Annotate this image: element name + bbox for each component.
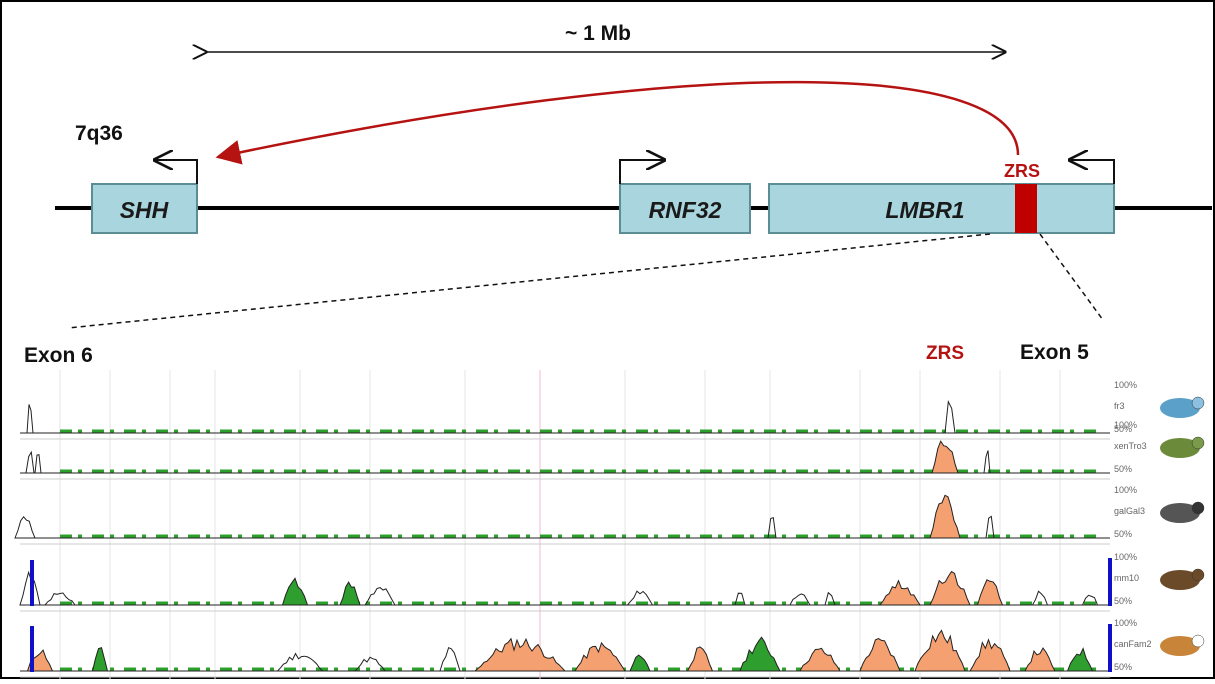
species-icon bbox=[1191, 634, 1205, 648]
tss-arrow bbox=[155, 160, 198, 184]
enhancer-label: ZRS bbox=[1004, 161, 1040, 181]
gene-label: SHH bbox=[120, 197, 169, 223]
conservation-peak bbox=[353, 656, 386, 672]
gene-label: RNF32 bbox=[649, 197, 722, 223]
enhancer-box bbox=[1015, 184, 1037, 233]
conservation-peak bbox=[789, 593, 811, 606]
conservation-peak bbox=[574, 641, 626, 672]
track-name: xenTro3 bbox=[1114, 441, 1147, 451]
track-bottom-label: 50% bbox=[1114, 464, 1132, 474]
conservation-peak bbox=[43, 592, 76, 606]
track-name: fr3 bbox=[1114, 401, 1125, 411]
track-top-label: 100% bbox=[1114, 380, 1137, 390]
track-top-label: 100% bbox=[1114, 420, 1137, 430]
exon-mark bbox=[1108, 558, 1112, 606]
zoom-label: Exon 6 bbox=[24, 344, 93, 367]
tracks: 100%fr350%100%xenTro350%100%galGal350%10… bbox=[14, 370, 1205, 679]
conservation-peak bbox=[439, 647, 461, 672]
species-icon bbox=[1160, 438, 1200, 458]
track-top-label: 100% bbox=[1114, 618, 1137, 628]
tss-arrow bbox=[619, 160, 664, 184]
conservation-peak bbox=[473, 637, 567, 672]
conservation-peak bbox=[914, 629, 966, 672]
conservation-peak bbox=[281, 577, 309, 606]
zoom-label: Exon 5 bbox=[1020, 341, 1089, 364]
track-bottom-label: 50% bbox=[1114, 529, 1132, 539]
conservation-peak bbox=[929, 570, 971, 606]
exon-mark bbox=[1108, 624, 1112, 672]
species-icon bbox=[1191, 568, 1205, 582]
zoom-line bbox=[67, 233, 991, 329]
conservation-peak bbox=[799, 647, 841, 672]
track-bottom-label: 50% bbox=[1114, 596, 1132, 606]
species-icon bbox=[1160, 636, 1200, 656]
gene-box bbox=[91, 183, 198, 234]
conservation-peak bbox=[931, 440, 959, 474]
conservation-peak bbox=[629, 654, 651, 672]
species-icon bbox=[1191, 436, 1205, 450]
species-icon bbox=[1191, 501, 1205, 515]
gene-label: LMBR1 bbox=[885, 197, 964, 223]
track-bottom-label: 50% bbox=[1114, 662, 1132, 672]
regulation-arrow bbox=[215, 80, 1020, 165]
track-name: mm10 bbox=[1114, 573, 1139, 583]
gene-box bbox=[619, 183, 751, 234]
species-icon bbox=[1160, 503, 1200, 523]
tss-arrow bbox=[1070, 160, 1115, 184]
species-icon bbox=[1191, 396, 1205, 410]
track-name: canFam2 bbox=[1114, 639, 1152, 649]
scale-label: ~ 1 Mb bbox=[565, 22, 631, 45]
conservation-peak bbox=[739, 636, 781, 672]
conservation-peak bbox=[969, 638, 1011, 672]
gene-box bbox=[768, 183, 1115, 234]
track-bottom-label: 50% bbox=[1114, 424, 1132, 434]
conservation-peak bbox=[878, 579, 921, 606]
conservation-peak bbox=[859, 638, 901, 672]
track-top-label: 100% bbox=[1114, 485, 1137, 495]
conservation-peak bbox=[364, 587, 396, 606]
conservation-peak bbox=[686, 646, 714, 672]
conservation-peak bbox=[929, 494, 961, 539]
locus-label: 7q36 bbox=[75, 122, 123, 145]
exon-mark bbox=[30, 626, 34, 672]
conservation-peak bbox=[276, 652, 324, 672]
exon-mark bbox=[30, 560, 34, 606]
track-top-label: 100% bbox=[1114, 552, 1137, 562]
conservation-peak bbox=[339, 581, 361, 606]
zoom-label: ZRS bbox=[926, 343, 964, 364]
conservation-peak bbox=[14, 515, 36, 539]
track-name: galGal3 bbox=[1114, 506, 1145, 516]
conservation-peak bbox=[626, 590, 654, 606]
species-icon bbox=[1160, 570, 1200, 590]
conservation-peak bbox=[976, 579, 1004, 606]
conservation-peak bbox=[1024, 647, 1056, 672]
species-icon bbox=[1160, 398, 1200, 418]
conservation-peak bbox=[1066, 647, 1094, 672]
